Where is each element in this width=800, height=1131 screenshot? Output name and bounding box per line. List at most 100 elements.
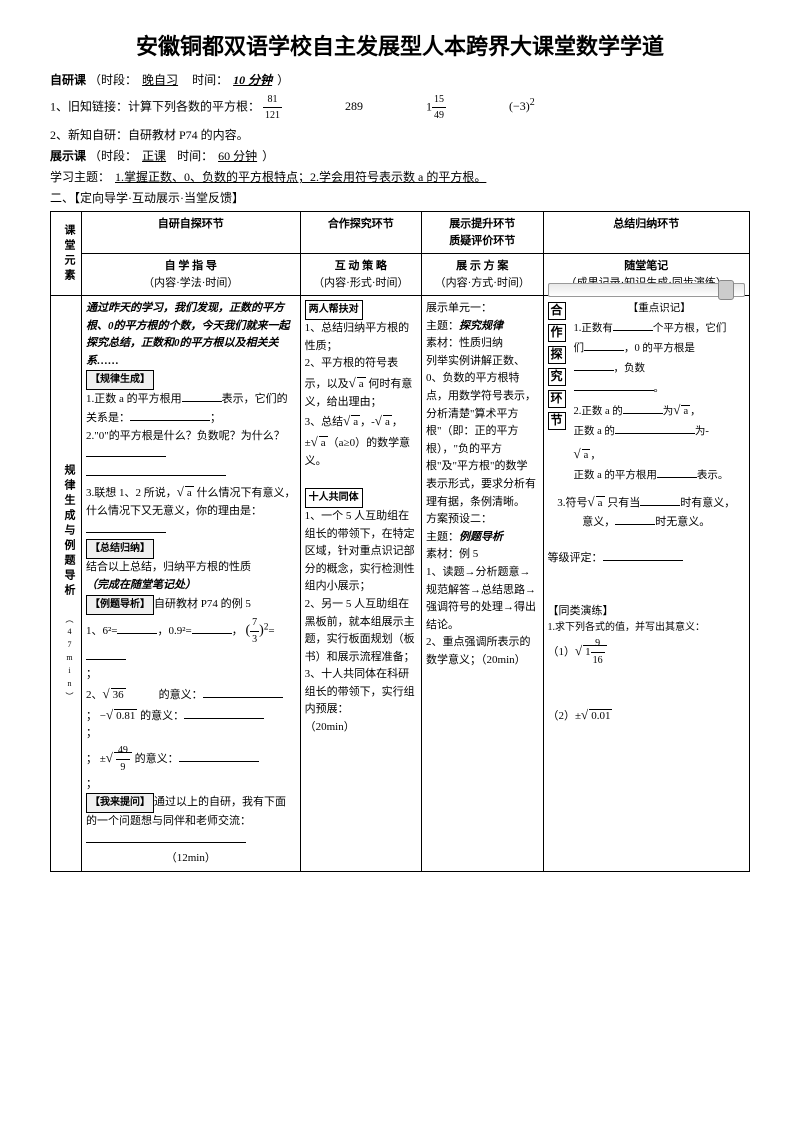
c1-eq4: ；	[86, 753, 97, 765]
show-time-label: 时间：	[177, 149, 213, 163]
c4-h1: 【重点识记】	[574, 300, 746, 319]
sub3-title: 展 示 方 案	[426, 258, 538, 275]
col3-bot: 质疑评价环节	[426, 233, 538, 250]
sub1-note: （内容·学法·时间）	[86, 275, 296, 292]
c2-box1: 两人帮扶对	[305, 300, 363, 320]
c4-l4a: 正数 a 的平方根用	[574, 470, 657, 481]
c2-l6: 3、十人共同体在科研组长的带领下，实行组内预展：	[305, 666, 417, 719]
theme-label: 学习主题：	[50, 170, 110, 184]
c2-box2: 十人共同体	[305, 488, 363, 508]
sub2: 互 动 策 略 （内容·形式·时间）	[300, 254, 421, 296]
c3-p3: 2、重点强调所表示的数学意义；（20min）	[426, 634, 538, 669]
sub3-note: （内容·方式·时间）	[426, 275, 538, 292]
theme-value: 1.掌握正数、0、负数的平方根特点；2.学会用符号表示数 a 的平方根。	[113, 170, 488, 184]
c1-p1a: 1.正数 a 的平方根用	[86, 393, 182, 405]
main-table: 课堂元素 自研自探环节 合作探究环节 展示提升环节 质疑评价环节 总结归纳环节 …	[50, 211, 750, 872]
vbox-3: 究	[548, 368, 566, 386]
col2-header: 合作探究环节	[300, 212, 421, 254]
c2-time: （20min）	[305, 719, 417, 737]
c4-l4b: 表示。	[697, 470, 729, 481]
c4-h2: 【同类演练】	[548, 603, 746, 621]
show-class-line: 展示课 （时段： 正课 时间： 60 分钟 ）	[50, 147, 750, 165]
row-label: 规律生成与例题导析 （47min）	[51, 296, 82, 872]
q2-line: 2、新知自研：自研教材 P74 的内容。	[50, 126, 750, 144]
sub2-note: （内容·形式·时间）	[305, 275, 417, 292]
col3-top: 展示提升环节	[426, 216, 538, 233]
c4-grade: 等级评定：	[548, 552, 603, 564]
c4-l3a: 正数 a 的	[574, 426, 615, 437]
col3-content: 展示单元一： 主题：探究规律 素材：性质归纳 列举实例讲解正数、0、负数的平方根…	[422, 296, 543, 872]
c1-box1: 【规律生成】	[86, 370, 154, 390]
c1-p3a: 3.联想 1、2 所说，	[86, 487, 177, 499]
c1-box4: 【我来提问】	[86, 793, 154, 813]
c2-l1: 1、总结归纳平方根的性质；	[305, 320, 417, 355]
c4-l5b: 只有当	[605, 497, 641, 509]
c2-l3a: 3、总结	[305, 416, 344, 428]
q1-line: 1、旧知链接：计算下列各数的平方根： 81121 289 11549 (−3)2	[50, 92, 750, 123]
show-period-value: 正课	[140, 149, 168, 163]
vbox-column: 合 作 探 究 环 节	[548, 300, 566, 432]
q1-prefix: 1、旧知链接：计算下列各数的平方根：	[50, 99, 260, 113]
page-title: 安徽铜都双语学校自主发展型人本跨界大课堂数学学道	[50, 30, 750, 63]
col3-header: 展示提升环节 质疑评价环节	[422, 212, 543, 254]
c2-l5: 2、另一 5 人互助组在黑板前，就本组展示主题，实行板面规划（板书）和展示流程准…	[305, 596, 417, 666]
c1-p5: 自研教材 P74 的例 5	[154, 598, 251, 610]
c3-h1c: 素材：性质归纳	[426, 335, 538, 353]
c1-box3: 【例题导析】	[86, 595, 154, 615]
vbox-1: 作	[548, 324, 566, 342]
section2: 二、【定向导学·互动展示·当堂反馈】	[50, 189, 750, 207]
show-period-label: 时段：	[101, 149, 137, 163]
c4-ex1b: （2）±	[548, 710, 582, 722]
c4-l5a: 3.符号	[557, 497, 587, 509]
c1-p2: 2."0"的平方根是什么？负数呢？为什么？	[86, 430, 285, 442]
c3-h2: 方案预设二：	[426, 511, 538, 529]
c2-l4: 1、一个 5 人互助组在组长的带领下，在特定区域，针对重点识记部分的概念，实行检…	[305, 508, 417, 596]
period-label: 时段：	[101, 73, 137, 87]
sub3: 展 示 方 案 （内容·方式·时间）	[422, 254, 543, 296]
c4-l1c: ，0 的平方根是	[624, 343, 695, 354]
c3-h2a: 主题：	[426, 531, 459, 543]
vbox-5: 节	[548, 412, 566, 430]
c1-eq1: 1、6²=	[86, 625, 118, 637]
sub4: 随堂笔记 （成果记录·知识生成·同步演练）	[543, 254, 750, 296]
sub1-title: 自 学 指 导	[86, 258, 296, 275]
c3-h1a: 主题：	[426, 320, 459, 332]
col1-header: 自研自探环节	[81, 212, 300, 254]
c1-eq3: ；	[86, 710, 97, 722]
self-study-line: 自研课 （时段： 晚自习 时间： 10 分钟 ）	[50, 71, 750, 89]
c4-l2a: 2.正数 a 的	[574, 406, 623, 417]
c1-box2: 【总结归纳】	[86, 539, 154, 559]
self-study-label: 自研课	[50, 73, 86, 87]
c4-l1e: 。	[654, 383, 665, 394]
c1-eq2: 2、	[86, 689, 103, 701]
vbox-0: 合	[548, 302, 566, 320]
c4-l1d: ，负数	[614, 363, 646, 374]
c1-p4: 结合以上总结，归纳平方根的性质	[86, 559, 296, 577]
c3-h1: 展示单元一：	[426, 300, 538, 318]
vbox-4: 环	[548, 390, 566, 408]
show-label: 展示课	[50, 149, 86, 163]
col4-content: 合 作 探 究 环 节 【重点识记】 1.正数有个平方根，它们 们，0 的平方根…	[543, 296, 750, 872]
c1-p4note: （完成在随堂笔记处）	[86, 577, 296, 595]
c4-ex1a: （1）	[548, 646, 576, 658]
c3-h2c: 素材：例 5	[426, 546, 538, 564]
c4-l1a: 1.正数有	[574, 323, 613, 334]
c1-eq1b: ，0.9²=	[157, 625, 191, 637]
show-suffix: ）	[262, 149, 274, 163]
c3-h2b: 例题导析	[459, 531, 503, 543]
c4-l5c: 时有意义，	[680, 497, 735, 509]
c3-p1: 列举实例讲解正数、0、负数的平方根特点，用数学符号表示，分析清楚"算术平方根"（…	[426, 353, 538, 511]
c1-eq2b: 的意义：	[159, 689, 203, 701]
c1-time: （12min）	[86, 850, 296, 868]
col1-content: 通过昨天的学习，我们发现，正数的平方根、0的平方根的个数，今天我们就来一起探究总…	[81, 296, 300, 872]
theme-line: 学习主题： 1.掌握正数、0、负数的平方根特点；2.学会用符号表示数 a 的平方…	[50, 168, 750, 186]
c4-ex1: 1.求下列各式的值，并写出其意义：	[548, 620, 746, 636]
c2-l3b: ，-	[360, 416, 375, 428]
time-label: 时间：	[192, 73, 228, 87]
c4-l2b: 为	[663, 406, 674, 417]
row-v-time: （47min）	[65, 615, 74, 704]
c1-eq4b: 的意义：	[135, 753, 179, 765]
time-value: 10 分钟	[231, 73, 274, 87]
period-value: 晚自习	[140, 73, 180, 87]
sub2-title: 互 动 策 略	[305, 258, 417, 275]
